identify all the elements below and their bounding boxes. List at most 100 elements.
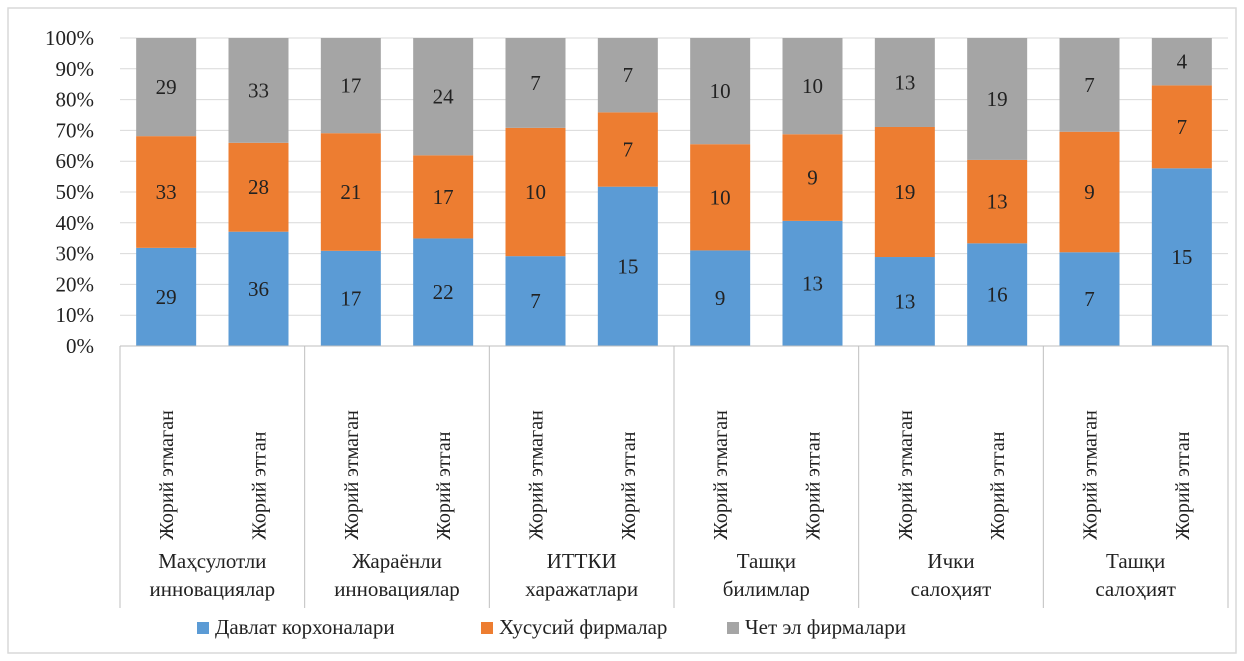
bar-segment bbox=[228, 142, 289, 232]
bar-segment bbox=[690, 144, 751, 251]
legend: Давлат корхоналари Хусусий фирмалар Чет эл… bbox=[197, 615, 906, 639]
data-label: 10 bbox=[802, 74, 823, 98]
bars bbox=[136, 38, 1212, 346]
y-tick-label: 20% bbox=[56, 272, 95, 296]
legend-label: Чет эл фирмалари bbox=[745, 615, 906, 639]
data-label: 7 bbox=[1084, 73, 1095, 97]
bar-segment bbox=[967, 243, 1028, 346]
data-label: 9 bbox=[807, 166, 818, 190]
y-tick-label: 70% bbox=[56, 118, 95, 142]
category-label: Жорий этмаган bbox=[1080, 410, 1102, 540]
bar-segment bbox=[413, 38, 474, 156]
bar-segment bbox=[874, 126, 935, 258]
group-label: билимлар bbox=[723, 577, 810, 601]
bar-segment bbox=[1059, 131, 1120, 253]
data-label: 7 bbox=[1177, 115, 1188, 139]
bar-segment bbox=[1151, 38, 1212, 86]
data-label: 10 bbox=[710, 79, 731, 103]
bar-segment bbox=[320, 250, 381, 346]
data-label: 9 bbox=[1084, 180, 1095, 204]
category-label: Жорий этган bbox=[803, 431, 825, 540]
group-label: Маҳсулотли bbox=[158, 549, 266, 573]
bar-segment bbox=[413, 155, 474, 239]
bar-segment bbox=[967, 38, 1028, 160]
y-tick-label: 40% bbox=[56, 211, 95, 235]
y-tick-label: 50% bbox=[56, 180, 95, 204]
group-label: Жараёнли bbox=[352, 549, 442, 573]
bar-segment bbox=[597, 38, 658, 113]
bar-segment bbox=[136, 136, 197, 248]
data-label: 7 bbox=[623, 138, 634, 162]
bar-segment bbox=[967, 159, 1028, 244]
data-label: 13 bbox=[802, 271, 823, 295]
data-label: 24 bbox=[433, 85, 455, 109]
group-label: Ташқи bbox=[737, 549, 796, 573]
data-label: 22 bbox=[433, 280, 454, 304]
data-label: 13 bbox=[894, 70, 915, 94]
group-label: инновациялар bbox=[334, 577, 460, 601]
x-axis: Жорий этмаган Жорий этган Жорий этмаган Жор… bbox=[119, 345, 1229, 608]
legend-label: Хусусий фирмалар bbox=[499, 615, 667, 639]
y-tick-label: 100% bbox=[45, 26, 94, 50]
category-label: Жорий этган bbox=[618, 431, 640, 540]
bar-segment bbox=[782, 134, 843, 221]
data-label: 19 bbox=[987, 87, 1008, 111]
category-label: Жорий этган bbox=[249, 431, 271, 540]
data-label: 28 bbox=[248, 175, 269, 199]
data-label: 36 bbox=[248, 277, 269, 301]
data-label: 7 bbox=[623, 63, 634, 87]
bar-segment bbox=[505, 127, 566, 257]
category-label: Жорий этмаган bbox=[895, 410, 917, 540]
bar-segment bbox=[1151, 168, 1212, 346]
data-label: 17 bbox=[340, 286, 361, 310]
data-label: 17 bbox=[433, 185, 454, 209]
data-label: 9 bbox=[715, 286, 726, 310]
data-label: 10 bbox=[710, 185, 731, 209]
bar-segment bbox=[874, 257, 935, 346]
data-label: 10 bbox=[525, 180, 546, 204]
bar-segment bbox=[782, 38, 843, 135]
data-labels: 29 33 29 36 28 33 17 21 17 22 17 24 7 10 7 15 7 7 9 10 10 13 9… bbox=[156, 50, 1193, 314]
data-label: 33 bbox=[248, 78, 269, 102]
bar-segment bbox=[320, 38, 381, 134]
category-label: Жорий этмаган bbox=[156, 410, 178, 540]
group-label: харажатлари bbox=[525, 577, 638, 601]
group-label: салоҳият bbox=[911, 577, 992, 601]
category-label: Жорий этмаган bbox=[526, 410, 548, 540]
bar-segment bbox=[1151, 85, 1212, 169]
data-label: 13 bbox=[987, 190, 1008, 214]
data-label: 7 bbox=[530, 71, 541, 95]
data-label: 17 bbox=[340, 74, 361, 98]
bar-segment bbox=[1059, 38, 1120, 132]
data-label: 29 bbox=[156, 75, 177, 99]
data-label: 19 bbox=[894, 180, 915, 204]
group-label: ИТТКИ bbox=[547, 549, 617, 573]
data-label: 21 bbox=[340, 180, 361, 204]
data-label: 15 bbox=[1171, 245, 1192, 269]
data-label: 4 bbox=[1177, 50, 1188, 74]
category-label: Жорий этган bbox=[987, 431, 1009, 540]
data-label: 16 bbox=[987, 283, 1008, 307]
bar-segment bbox=[413, 238, 474, 346]
group-label: Ташқи bbox=[1106, 549, 1165, 573]
bar-segment bbox=[690, 38, 751, 145]
category-label: Жорий этмаган bbox=[341, 410, 363, 540]
bar-segment bbox=[597, 186, 658, 346]
group-label: инновациялар bbox=[150, 577, 276, 601]
data-label: 7 bbox=[530, 289, 541, 313]
bar-segment bbox=[782, 220, 843, 346]
data-label: 7 bbox=[1084, 287, 1095, 311]
y-tick-label: 80% bbox=[56, 88, 95, 112]
bar-segment bbox=[874, 38, 935, 127]
data-label: 13 bbox=[894, 290, 915, 314]
data-label: 29 bbox=[156, 285, 177, 309]
legend-swatch bbox=[481, 622, 493, 634]
bar-segment bbox=[228, 38, 289, 143]
group-label: Ички bbox=[927, 549, 974, 573]
y-tick-label: 30% bbox=[56, 242, 95, 266]
bar-segment bbox=[320, 133, 381, 251]
legend-label: Давлат корхоналари bbox=[215, 615, 395, 639]
y-tick-label: 90% bbox=[56, 57, 95, 81]
